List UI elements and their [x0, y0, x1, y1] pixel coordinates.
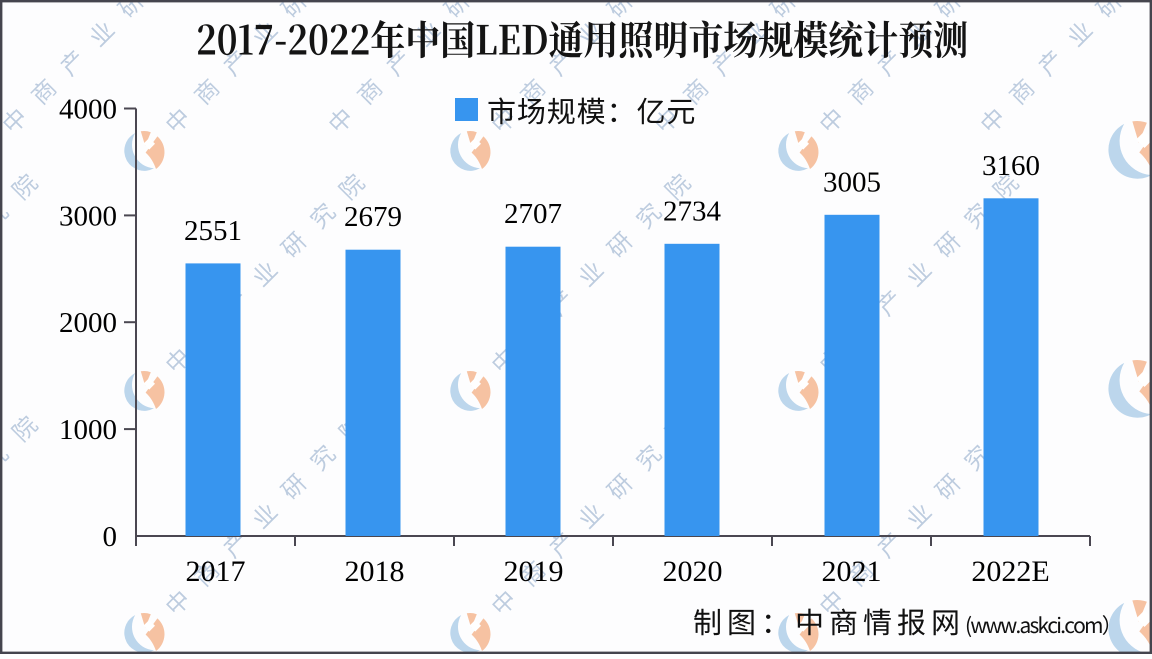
svg-text:2734: 2734: [663, 195, 722, 227]
svg-text:2019: 2019: [504, 555, 564, 588]
svg-text:3160: 3160: [982, 150, 1040, 182]
svg-text:3000: 3000: [59, 200, 117, 232]
svg-text:2679: 2679: [344, 201, 402, 233]
svg-text:4000: 4000: [59, 94, 117, 126]
svg-text:2021: 2021: [822, 555, 882, 588]
svg-text:2022E: 2022E: [971, 555, 1049, 588]
svg-text:2707: 2707: [504, 198, 562, 230]
svg-text:2017: 2017: [186, 555, 246, 588]
svg-text:1000: 1000: [59, 414, 117, 446]
svg-text:0: 0: [103, 521, 118, 553]
svg-text:3005: 3005: [823, 166, 881, 198]
svg-text:2018: 2018: [345, 555, 405, 588]
svg-text:2551: 2551: [184, 215, 242, 247]
svg-text:2000: 2000: [59, 307, 117, 339]
svg-text:2020: 2020: [663, 555, 723, 588]
